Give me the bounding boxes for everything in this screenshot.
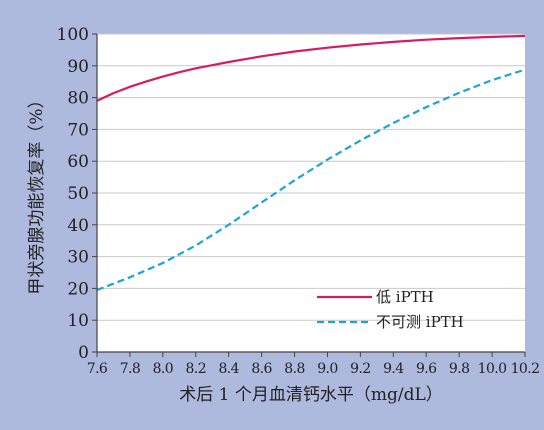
x-tick-label-1: 7.8 bbox=[120, 361, 140, 377]
x-tick-label-3: 8.2 bbox=[186, 361, 206, 377]
x-axis-label: 术后 1 个月血清钙水平（mg/dL） bbox=[179, 385, 443, 405]
y-tick-label-10: 10 bbox=[67, 311, 89, 331]
y-tick-label-20: 20 bbox=[67, 279, 89, 299]
axes bbox=[92, 33, 526, 357]
legend: 低 iPTH 不可测 iPTH bbox=[317, 288, 464, 331]
x-tick-label-13: 10.2 bbox=[511, 361, 540, 377]
y-tick-label-50: 50 bbox=[67, 184, 89, 204]
x-tick-labels: 7.6 7.8 8.0 8.2 8.4 8.6 8.8 9.0 9.2 9.4 9.6 9.8 10.0… bbox=[87, 361, 540, 377]
y-tick-label-80: 80 bbox=[67, 89, 89, 109]
x-tick-label-12: 10.0 bbox=[478, 361, 507, 377]
x-tick-label-2: 8.0 bbox=[153, 361, 173, 377]
x-tick-label-9: 9.4 bbox=[383, 361, 404, 377]
y-tick-label-100: 100 bbox=[57, 25, 89, 45]
series-line-1 bbox=[96, 68, 526, 292]
y-tick-label-90: 90 bbox=[67, 57, 89, 77]
y-tick-label-40: 40 bbox=[67, 216, 89, 236]
y-tick-label-30: 30 bbox=[67, 248, 89, 268]
x-tick-label-6: 8.8 bbox=[284, 361, 304, 377]
x-tick-label-7: 9.0 bbox=[317, 361, 337, 377]
x-tick-label-11: 9.8 bbox=[449, 361, 469, 377]
x-tick-label-10: 9.6 bbox=[416, 361, 437, 377]
y-axis-label: 甲状旁腺功能恢复率（%） bbox=[27, 91, 47, 294]
x-tick-label-5: 8.6 bbox=[251, 361, 272, 377]
y-tick-label-60: 60 bbox=[67, 152, 89, 172]
legend-label-0: 低 iPTH bbox=[376, 288, 434, 306]
x-tick-label-8: 9.2 bbox=[350, 361, 370, 377]
gridlines bbox=[97, 33, 525, 321]
series-lines bbox=[96, 34, 526, 292]
y-tick-label-70: 70 bbox=[67, 120, 89, 140]
x-tick-label-4: 8.4 bbox=[218, 361, 239, 377]
y-tick-labels: 0 10 20 30 40 50 60 70 80 90 100 bbox=[57, 25, 89, 363]
x-tick-label-0: 7.6 bbox=[87, 361, 108, 377]
series-line-0 bbox=[96, 34, 526, 102]
legend-label-1: 不可测 iPTH bbox=[376, 313, 464, 331]
y-tick-label-0: 0 bbox=[78, 343, 89, 363]
